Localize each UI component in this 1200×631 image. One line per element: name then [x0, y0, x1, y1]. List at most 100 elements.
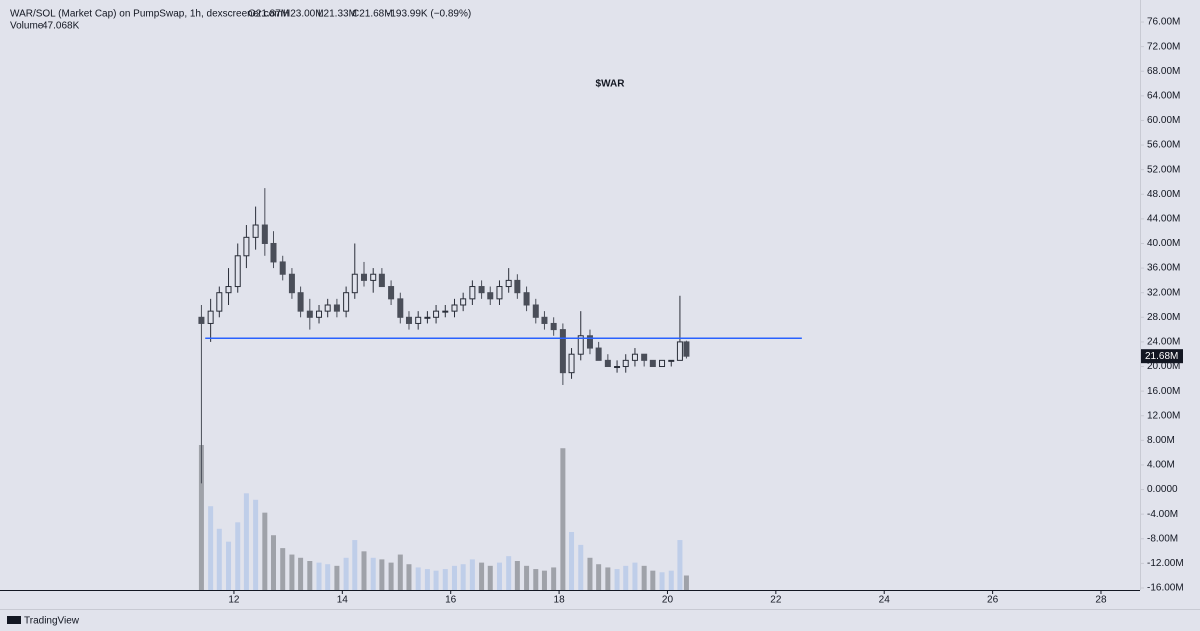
candle-body: [343, 292, 350, 312]
volume-bar: [198, 445, 204, 590]
y-tick-label: 0.0000: [1147, 484, 1178, 495]
symbol: WAR/SOL (Market Cap) on PumpSwap, 1h, de…: [10, 9, 283, 20]
volume-bar: [388, 562, 394, 590]
candle-body: [225, 286, 232, 294]
volume-bar: [569, 532, 575, 590]
volume-bar: [632, 562, 638, 590]
volume-bar: [496, 562, 502, 590]
candle-body: [604, 359, 611, 368]
volume-bar: [623, 565, 629, 590]
volume-bar: [379, 559, 385, 590]
volume-bar: [506, 556, 512, 590]
volume-bar: [280, 548, 286, 590]
y-tick-label: -12.00M: [1147, 558, 1184, 569]
y-tick-label: 16.00M: [1147, 386, 1180, 397]
volume-bar: [307, 561, 313, 590]
candle-body: [405, 316, 412, 324]
x-tick-label: 24: [879, 595, 891, 606]
candle-body: [649, 359, 656, 368]
candle-body: [478, 286, 485, 294]
volume-bar: [514, 561, 520, 590]
volume-bar: [596, 564, 602, 590]
candle-body: [261, 224, 268, 244]
logo: TradingView: [7, 616, 80, 627]
candle-body: [324, 304, 331, 312]
y-tick-label: 60.00M: [1147, 115, 1180, 126]
chart-title: $WAR: [596, 79, 626, 90]
x-tick-label: 14: [337, 595, 349, 606]
volume-bar: [487, 565, 493, 590]
y-tick-label: -4.00M: [1147, 509, 1178, 520]
candle-body: [568, 353, 575, 374]
change: -193.99K (−0.89%): [387, 9, 471, 20]
y-tick-label: 8.00M: [1147, 435, 1175, 446]
volume-bar: [289, 554, 295, 590]
header: WAR/SOL (Market Cap) on PumpSwap, 1h, de…: [10, 9, 471, 32]
candle-body: [433, 310, 440, 318]
x-tick-label: 22: [770, 595, 782, 606]
volume-bar: [253, 499, 259, 590]
volume-bar: [433, 570, 439, 590]
y-tick-label: 72.00M: [1147, 41, 1180, 52]
volume-bar: [208, 506, 214, 590]
candle-body: [198, 316, 205, 324]
candle-body: [378, 273, 385, 288]
volume-bar: [270, 535, 276, 590]
candle-body: [668, 359, 675, 362]
volume-bar: [541, 570, 547, 590]
volume-bar: [524, 565, 530, 590]
y-tick-label: 56.00M: [1147, 140, 1180, 151]
y-tick-label: 12.00M: [1147, 410, 1180, 421]
y-tick-label: 20.00M: [1147, 361, 1180, 372]
y-tick-label: 68.00M: [1147, 66, 1180, 77]
candle-body: [622, 359, 629, 368]
y-tick-label: -8.00M: [1147, 533, 1178, 544]
volume-bar: [352, 540, 358, 590]
volume-bar: [451, 565, 457, 590]
volume-bar: [641, 565, 647, 590]
volume-bar: [415, 567, 421, 590]
candle-body: [532, 304, 539, 318]
candle-body: [270, 242, 277, 263]
y-tick-label: 32.00M: [1147, 287, 1180, 298]
ohlc-open: O21.87M: [248, 9, 289, 20]
volume-bar: [216, 528, 222, 590]
candle-body: [207, 310, 214, 324]
y-tick-label: 40.00M: [1147, 238, 1180, 249]
volume-bar: [397, 554, 403, 590]
volume-bar: [479, 562, 485, 590]
candle-body: [514, 279, 521, 294]
footer-bar: [0, 609, 1200, 631]
candle-body: [216, 292, 223, 312]
candle-body: [288, 273, 295, 294]
volume-bar: [460, 564, 466, 590]
candle-body: [279, 261, 286, 275]
volume-bar: [533, 569, 539, 590]
volume-bar: [406, 564, 412, 590]
volume-bar: [551, 567, 557, 590]
volume-bar: [677, 540, 683, 590]
y-tick-label: 36.00M: [1147, 263, 1180, 274]
candle-body: [351, 273, 358, 294]
volume-bar: [424, 569, 430, 590]
candle-body: [586, 335, 593, 349]
x-tick-label: 18: [554, 595, 566, 606]
volume-bar: [560, 448, 566, 590]
volume-label: Volume: [10, 21, 44, 32]
candle-body: [523, 292, 530, 306]
candle-body: [442, 310, 449, 313]
logo-mark: [7, 616, 21, 624]
candle-body: [388, 286, 395, 300]
candle-body: [550, 322, 557, 331]
volume-bar: [334, 565, 340, 590]
candle-body: [683, 341, 690, 357]
volume-bar: [343, 557, 349, 590]
volume-bar: [587, 557, 593, 590]
last-price-box: [1141, 349, 1183, 364]
y-tick-label: 76.00M: [1147, 17, 1180, 28]
ohlc-low: L21.33M: [318, 9, 357, 20]
volume-bar: [605, 567, 611, 590]
y-tick-label: 52.00M: [1147, 164, 1180, 175]
candle-body: [676, 341, 683, 361]
